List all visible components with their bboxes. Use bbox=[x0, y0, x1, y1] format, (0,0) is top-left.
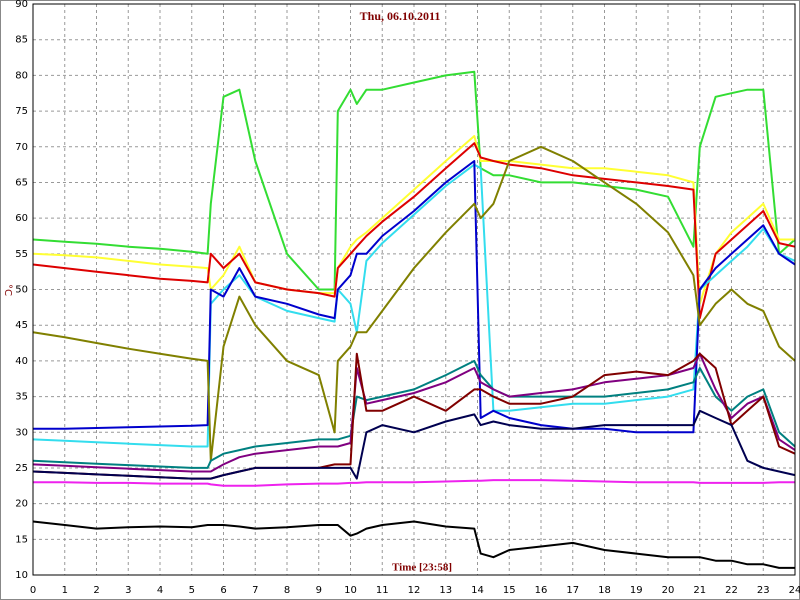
x-tick-label: 16 bbox=[535, 585, 548, 596]
x-tick-label: 7 bbox=[252, 585, 258, 596]
y-tick-label: 85 bbox=[15, 35, 28, 46]
x-tick-label: 21 bbox=[693, 585, 706, 596]
series-line bbox=[32, 145, 796, 462]
chart-title: Thu, 06.10.2011 bbox=[360, 9, 441, 23]
x-tick-label: 3 bbox=[125, 585, 131, 596]
series-line bbox=[32, 70, 796, 291]
x-tick-label: 15 bbox=[503, 585, 516, 596]
y-tick-label: 55 bbox=[15, 249, 28, 260]
y-tick-label: 10 bbox=[15, 570, 28, 581]
x-tick-label: 12 bbox=[408, 585, 421, 596]
x-tick-label: 6 bbox=[220, 585, 226, 596]
y-tick-label: 60 bbox=[15, 213, 28, 224]
x-tick-label: 22 bbox=[725, 585, 738, 596]
x-tick-label: 14 bbox=[471, 585, 484, 596]
series-line bbox=[33, 479, 795, 487]
x-axis-label: Time [23:58] bbox=[392, 562, 452, 574]
series-line bbox=[32, 409, 796, 480]
x-tick-label: 2 bbox=[93, 585, 99, 596]
y-tick-label: 90 bbox=[15, 0, 28, 10]
x-tick-label: 13 bbox=[439, 585, 452, 596]
x-tick-label: 0 bbox=[30, 585, 36, 596]
y-tick-label: 80 bbox=[15, 70, 28, 81]
x-tick-label: 23 bbox=[757, 585, 770, 596]
y-tick-label: 50 bbox=[15, 285, 28, 296]
plot-frame bbox=[32, 3, 796, 576]
y-axis-label: °C bbox=[2, 284, 13, 296]
y-tick-label: 30 bbox=[15, 427, 28, 438]
x-tick-label: 1 bbox=[62, 585, 68, 596]
x-tick-label: 10 bbox=[344, 585, 357, 596]
x-tick-label: 8 bbox=[284, 585, 290, 596]
series-line bbox=[32, 359, 796, 469]
y-tick-label: 40 bbox=[15, 356, 28, 367]
x-tick-label: 11 bbox=[376, 585, 389, 596]
x-tick-label: 19 bbox=[630, 585, 643, 596]
y-tick-label: 70 bbox=[15, 142, 28, 153]
x-tick-label: 24 bbox=[789, 585, 800, 596]
x-tick-label: 18 bbox=[598, 585, 611, 596]
y-tick-label: 35 bbox=[15, 392, 28, 403]
y-tick-label: 65 bbox=[15, 177, 28, 188]
y-tick-label: 45 bbox=[15, 320, 28, 331]
x-tick-label: 20 bbox=[662, 585, 675, 596]
y-tick-label: 25 bbox=[15, 463, 28, 474]
y-tick-label: 20 bbox=[15, 499, 28, 510]
series-line bbox=[32, 520, 795, 569]
x-tick-label: 17 bbox=[566, 585, 579, 596]
x-tick-label: 9 bbox=[316, 585, 322, 596]
y-tick-label: 75 bbox=[15, 106, 28, 117]
x-tick-label: 5 bbox=[189, 585, 195, 596]
x-tick-label: 4 bbox=[157, 585, 163, 596]
y-tick-label: 15 bbox=[15, 534, 28, 545]
